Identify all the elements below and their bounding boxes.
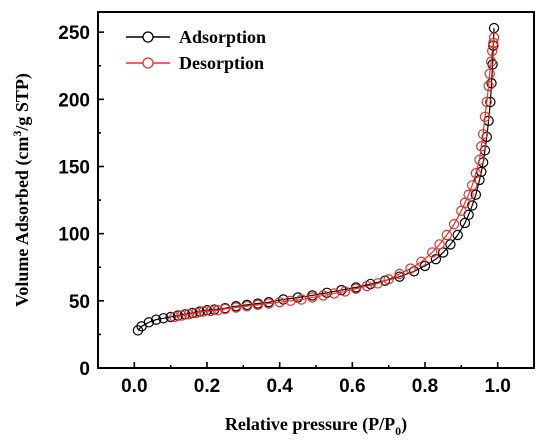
data-point-desorption [328,288,340,299]
data-point-desorption [488,32,500,43]
legend-label-desorption: Desorption [179,53,264,73]
data-point-desorption [479,111,491,122]
x-axis-title-main: Relative pressure (P/P [225,414,395,435]
data-point-desorption [212,305,224,316]
data-point-desorption [274,296,285,308]
x-tick-label: 0.0 [121,376,147,397]
data-point-desorption [477,129,489,140]
data-point-desorption [318,290,329,301]
data-point-desorption [383,274,394,285]
y-axis-title-end: /g STP) [12,73,33,132]
data-point-desorption [441,229,452,241]
data-point-desorption [372,278,383,289]
y-tick-label: 50 [69,292,90,313]
data-point-desorption [252,299,264,311]
data-point-desorption [488,37,499,49]
data-point-desorption [484,68,495,79]
x-tick-label: 0.4 [266,376,293,397]
data-point-adsorption [143,317,155,328]
data-point-adsorption [452,229,463,241]
data-point-desorption [470,168,482,179]
data-point-desorption [485,56,497,67]
data-point-desorption [467,180,478,191]
data-point-desorption [190,307,202,319]
legend: Adsorption Desorption [126,27,266,73]
y-axis-ticks: 0 50 100 150 200 250 [58,23,104,380]
data-point-desorption [339,286,351,297]
series-line-desorption [174,37,495,318]
data-point-desorption [169,311,180,323]
data-point-adsorption [278,294,289,305]
data-point-desorption [434,239,445,250]
data-point-desorption [350,283,362,294]
legend-marker-adsorption [142,31,154,43]
data-point-desorption [361,280,373,292]
data-point-desorption [219,303,231,315]
data-point-adsorption [445,239,456,250]
data-point-desorption [285,295,296,307]
data-point-desorption [198,306,209,317]
data-point-adsorption [485,96,496,108]
y-axis-title-main: Volume Adsorbed (cm [12,137,33,307]
legend-item-desorption: Desorption [126,53,264,73]
data-point-desorption [263,298,274,309]
x-tick-label: 0.8 [412,376,438,397]
y-tick-label: 150 [58,157,90,178]
data-point-adsorption [321,287,333,298]
y-tick-label: 250 [58,23,90,44]
x-axis-title-subscript: 0 [395,424,401,438]
data-point-desorption [307,292,318,303]
data-point-desorption [416,256,427,268]
data-point-desorption [456,205,467,217]
y-tick-label: 100 [58,225,90,246]
x-tick-label: 0.6 [339,376,365,397]
data-point-adsorption [467,200,478,211]
data-point-desorption [296,294,307,305]
data-point-adsorption [487,59,498,70]
data-point-desorption [230,302,242,313]
data-point-desorption [405,263,416,274]
data-point-desorption [474,154,485,165]
y-tick-label: 200 [58,90,90,111]
data-point-adsorption [470,189,482,200]
legend-label-adsorption: Adsorption [179,27,266,47]
data-point-desorption [427,247,438,258]
data-point-desorption [241,301,253,312]
data-point-desorption [176,310,187,321]
legend-marker-desorption [142,57,154,69]
x-axis-ticks: 0.0 0.2 0.4 0.6 0.8 1.0 [121,362,511,397]
x-axis-title-end: ) [401,414,407,435]
data-point-desorption [476,141,487,152]
data-point-desorption [183,309,195,320]
y-axis-title-superscript: 3 [10,131,24,137]
data-point-desorption [394,268,405,280]
x-tick-label: 1.0 [484,376,510,397]
data-point-desorption [205,305,216,317]
series-line-adsorption [137,28,495,331]
data-point-adsorption [158,313,169,324]
x-tick-label: 0.2 [194,376,220,397]
data-point-adsorption [150,314,162,325]
y-axis-title: Volume Adsorbed (cm3/g STP) [10,73,33,307]
data-point-desorption [483,80,494,92]
y-tick-label: 0 [79,359,90,380]
legend-item-adsorption: Adsorption [126,27,266,47]
x-axis-title: Relative pressure (P/P0) [225,414,407,438]
series-layer [132,22,500,336]
data-point-desorption [448,219,460,230]
data-point-desorption [481,96,492,108]
data-point-desorption [487,45,498,57]
